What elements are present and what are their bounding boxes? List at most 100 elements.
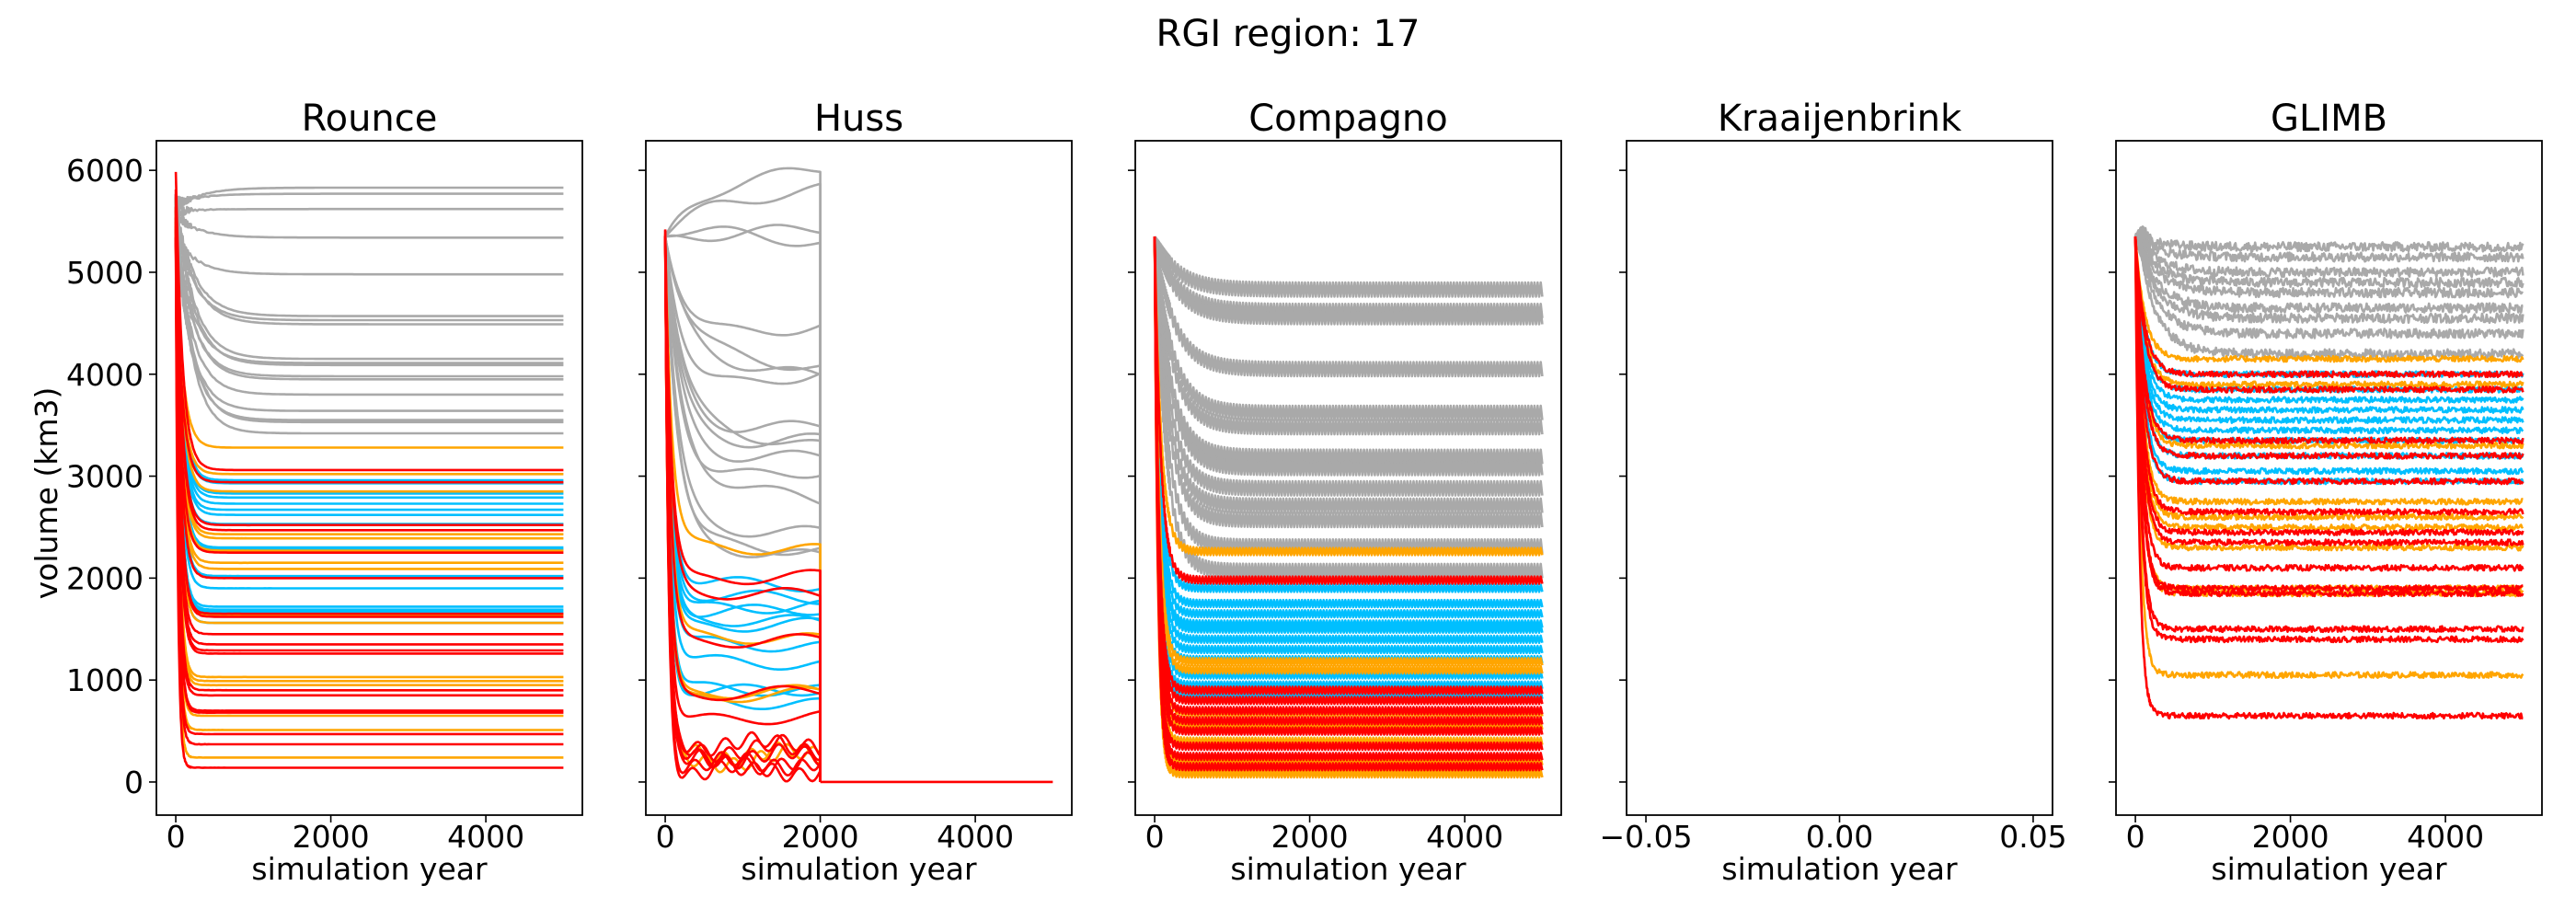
series-line <box>174 201 564 367</box>
series-lines <box>663 167 1053 784</box>
subplot-kraaijenbrink: −0.05 0.00 0.05 simulation year Kraaijenbrin… <box>1599 98 2066 887</box>
series-line <box>2133 236 2524 486</box>
series-line <box>174 207 564 317</box>
axes-frame <box>155 140 583 816</box>
series-line <box>2133 234 2524 339</box>
series-line <box>174 198 564 495</box>
series-line <box>663 236 822 782</box>
series-line <box>663 236 822 782</box>
series-line <box>663 236 822 782</box>
series-line <box>2133 236 2524 460</box>
series-line <box>2134 232 2524 279</box>
series-line <box>174 196 564 435</box>
figure-title: RGI region: 17 <box>1156 13 1420 55</box>
series-line <box>174 194 564 618</box>
series-line <box>2133 236 2524 450</box>
series-line <box>2133 234 2524 325</box>
series-lines <box>2133 225 2524 720</box>
x-tick-label: 4000 <box>2407 819 2484 855</box>
series-line <box>174 229 564 378</box>
series-line <box>174 210 564 532</box>
series-line <box>174 222 564 364</box>
series-line <box>2133 236 2524 389</box>
x-tick-label: 2000 <box>1271 819 1349 855</box>
x-tick-label: 0 <box>656 819 675 855</box>
series-line <box>174 211 564 485</box>
series-line <box>174 240 564 449</box>
series-line <box>1153 236 1544 514</box>
series-line <box>663 236 822 782</box>
series-line <box>1153 236 1544 557</box>
series-line <box>2133 236 2524 516</box>
series-line <box>1153 236 1544 675</box>
series-line <box>1153 236 1544 779</box>
axes-frame <box>2115 140 2543 816</box>
series-line <box>2133 236 2524 414</box>
series-line <box>174 202 564 219</box>
x-tick-label: 2000 <box>2252 819 2329 855</box>
series-line <box>174 228 564 565</box>
series-line <box>2134 234 2524 299</box>
series-line <box>1153 236 1544 497</box>
series-line <box>1153 236 1544 716</box>
series-line <box>174 205 564 500</box>
series-line <box>2133 236 2524 506</box>
series-line <box>1153 236 1544 466</box>
series-line <box>174 233 564 276</box>
x-tick-label: 2000 <box>782 819 859 855</box>
series-line <box>2133 236 2524 552</box>
series-line <box>174 208 564 505</box>
series-line <box>174 222 564 731</box>
y-tick-label: 5000 <box>66 255 144 291</box>
x-tick-label: 2000 <box>293 819 370 855</box>
series-line <box>663 236 822 782</box>
series-line <box>1153 236 1544 421</box>
series-line <box>174 227 564 687</box>
x-tick-label: 4000 <box>447 819 524 855</box>
series-line <box>663 229 822 783</box>
series-line <box>1153 236 1544 529</box>
series-line <box>174 229 564 692</box>
series-line <box>174 207 564 590</box>
series-line <box>2133 236 2524 435</box>
series-line <box>2133 236 2524 680</box>
series-line <box>1153 236 1544 667</box>
series-line <box>663 167 822 782</box>
series-line <box>1153 236 1544 762</box>
x-tick-label: 4000 <box>937 819 1014 855</box>
series-line <box>174 206 564 482</box>
series-line <box>1154 236 1544 298</box>
series-line <box>1153 236 1544 772</box>
series-line <box>1153 236 1544 593</box>
series-line <box>1153 236 1544 645</box>
series-line <box>174 218 564 625</box>
subplot-title: GLIMB <box>2271 98 2387 140</box>
series-line <box>174 237 564 636</box>
series-line <box>174 236 564 697</box>
x-axis-label: simulation year <box>741 851 977 887</box>
series-line <box>1153 236 1544 326</box>
series-line <box>174 222 564 493</box>
series-line <box>2133 236 2524 425</box>
series-line <box>2133 236 2524 536</box>
series-line <box>1153 236 1544 378</box>
series-line <box>174 232 564 397</box>
y-axis-label: volume (km3) <box>29 387 64 600</box>
series-line <box>1153 236 1544 635</box>
series-line <box>174 200 564 517</box>
series-line <box>174 235 564 683</box>
series-line <box>1153 236 1544 706</box>
series-line <box>174 198 564 759</box>
series-line <box>1153 236 1544 619</box>
series-line <box>664 224 822 782</box>
series-line <box>1153 236 1544 655</box>
series-line <box>174 226 564 679</box>
series-line <box>1153 236 1544 736</box>
series-line <box>2133 236 2524 546</box>
series-line <box>2133 236 2524 598</box>
y-tick-label: 6000 <box>66 153 144 189</box>
series-line <box>2133 234 2524 315</box>
